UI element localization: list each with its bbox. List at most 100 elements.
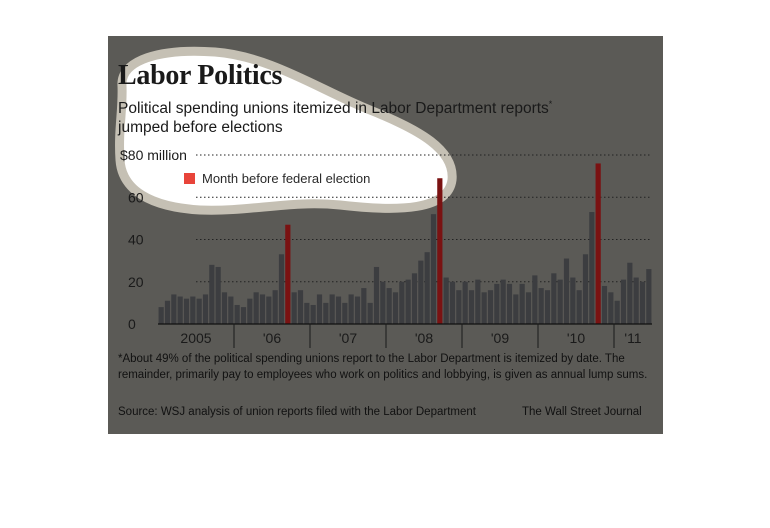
x-tick-label: '07 — [339, 330, 357, 346]
bar — [164, 300, 171, 324]
x-tick-label: 2005 — [180, 330, 211, 346]
bar — [551, 273, 557, 324]
bar — [601, 285, 608, 324]
bar — [221, 292, 228, 324]
subtitle-line-1: Political spending unions itemized in La… — [118, 100, 549, 117]
bar — [589, 212, 595, 324]
bar — [430, 214, 437, 324]
bar — [563, 258, 570, 324]
x-tick-label: '11 — [624, 330, 641, 346]
legend-swatch — [184, 173, 195, 184]
bar — [418, 260, 424, 324]
bar — [456, 290, 462, 324]
election-bar — [285, 224, 291, 324]
bar — [171, 294, 177, 324]
bar — [373, 266, 380, 324]
bar — [633, 277, 639, 324]
bar — [532, 275, 538, 324]
publisher-credit: The Wall Street Journal — [522, 406, 642, 418]
x-tick-label: '06 — [263, 330, 281, 346]
bar — [576, 290, 582, 324]
bar — [475, 279, 481, 324]
bar — [323, 302, 329, 324]
election-bar — [595, 163, 601, 324]
bar — [570, 277, 576, 324]
bar — [399, 281, 405, 324]
subtitle-footnote-mark: * — [548, 99, 553, 109]
bar — [449, 281, 456, 324]
bar — [335, 296, 342, 324]
bar — [367, 302, 373, 324]
y-tick-label: 0 — [128, 316, 136, 332]
bar — [247, 298, 253, 324]
bar — [462, 281, 468, 324]
y-tick-label: 40 — [128, 232, 144, 248]
bar — [380, 281, 386, 324]
bar — [443, 277, 449, 324]
bar — [500, 279, 506, 324]
x-tick-label: '10 — [567, 330, 585, 346]
bar — [361, 288, 367, 324]
chart-subtitle: Political spending unions itemized in La… — [118, 95, 618, 137]
bar — [494, 283, 500, 324]
bar — [424, 252, 430, 324]
bar — [513, 294, 519, 324]
bar — [215, 266, 221, 324]
election-bar — [437, 178, 443, 324]
bar — [639, 281, 646, 324]
bar — [544, 290, 551, 324]
bar — [348, 294, 354, 324]
bar — [620, 279, 627, 324]
bar — [481, 292, 487, 324]
bar — [158, 307, 164, 324]
bar — [266, 296, 272, 324]
bar — [468, 290, 475, 324]
bar — [627, 262, 633, 324]
bar — [392, 292, 399, 324]
bar — [291, 292, 297, 324]
legend: Month before federal election — [184, 171, 370, 186]
bar — [342, 302, 348, 324]
legend-label: Month before federal election — [202, 171, 371, 186]
bar — [278, 254, 285, 324]
bar — [329, 294, 335, 324]
subtitle-line-2: jumped before elections — [118, 119, 283, 136]
y-tick-label: $80 million — [120, 147, 187, 163]
bar — [196, 298, 202, 324]
chart-title: Labor Politics — [118, 60, 283, 91]
bar — [506, 283, 513, 324]
bar — [525, 292, 532, 324]
bar — [487, 290, 494, 324]
bar — [646, 269, 652, 324]
bar — [190, 296, 196, 324]
source-note: Source: WSJ analysis of union reports fi… — [118, 406, 476, 418]
bar — [240, 307, 247, 324]
bar — [202, 294, 209, 324]
bar — [538, 288, 544, 324]
bar — [259, 294, 266, 324]
y-tick-label: 60 — [128, 189, 144, 205]
bar — [297, 290, 304, 324]
footnote: *About 49% of the political spending uni… — [118, 353, 648, 381]
bar — [304, 302, 310, 324]
y-tick-label: 20 — [128, 274, 144, 290]
bar — [209, 264, 215, 324]
bar — [177, 296, 183, 324]
x-tick-label: '09 — [491, 330, 509, 346]
bar — [272, 290, 278, 324]
bar — [608, 292, 614, 324]
bar — [316, 294, 323, 324]
bar — [354, 296, 361, 324]
bar — [183, 298, 190, 324]
bar — [582, 254, 589, 324]
x-tick-label: '08 — [415, 330, 433, 346]
bar — [386, 288, 392, 324]
bar — [234, 304, 240, 324]
bar — [411, 273, 418, 324]
bar — [405, 279, 411, 324]
bar — [310, 304, 316, 324]
bar — [557, 279, 563, 324]
bar — [519, 283, 525, 324]
bar — [253, 292, 259, 324]
